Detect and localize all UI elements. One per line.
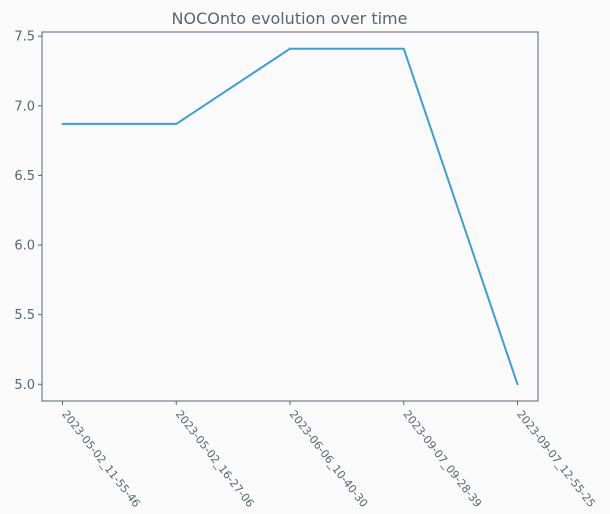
data-point	[402, 47, 405, 50]
plot-area	[41, 31, 539, 402]
y-tick-label: 6.0	[14, 239, 35, 254]
y-tick-label: 5.0	[14, 378, 35, 393]
x-tick-label: 2023-05-02_11-55-46	[59, 408, 143, 510]
data-point	[289, 47, 291, 50]
y-tick-label: 7.5	[14, 30, 35, 45]
y-axis: 5.0 5.5 6.0 6.5 7.0 7.5	[14, 30, 42, 393]
x-tick-label: 2023-09-07_09-28-39	[400, 408, 484, 510]
chart-title: NOCOnto evolution over time	[172, 9, 408, 28]
data-point	[175, 122, 178, 125]
x-tick-label: 2023-05-02_16-27-06	[173, 408, 257, 510]
x-tick-label: 2023-09-07_12-55-25	[514, 408, 598, 510]
y-tick-label: 5.5	[14, 308, 35, 323]
data-point	[61, 122, 64, 125]
series-layer	[61, 47, 519, 386]
x-axis: 2023-05-02_11-55-46 2023-05-02_16-27-06 20…	[59, 401, 598, 510]
x-tick-label: 2023-06-06_10-40-30	[287, 408, 371, 510]
y-tick-label: 7.0	[14, 99, 35, 114]
data-point	[516, 383, 519, 386]
y-tick-label: 6.5	[14, 169, 35, 184]
